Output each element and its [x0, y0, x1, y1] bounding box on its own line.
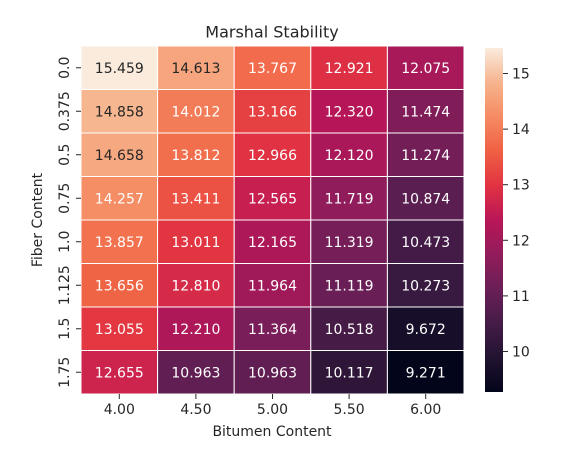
colorbar-tick-label: 10: [512, 344, 530, 360]
y-tick-label: 0.0: [57, 57, 73, 79]
cell-label: 12.075: [401, 61, 450, 77]
cell-label: 11.274: [401, 148, 450, 164]
heatmap-cell: [386, 350, 465, 395]
heatmap-cell: [80, 306, 159, 351]
cell-label: 10.874: [401, 191, 450, 207]
heatmap-cell: [80, 350, 159, 395]
heatmap-cell: [157, 176, 235, 221]
cell-label: 13.812: [171, 148, 220, 164]
heatmap-cell: [157, 350, 235, 395]
cell-label: 11.319: [325, 235, 374, 251]
cell-label: 14.257: [95, 191, 144, 207]
cell-label: 13.055: [95, 322, 144, 338]
heatmap-cell: [310, 132, 388, 177]
cell-label: 11.964: [248, 278, 297, 294]
x-tick-label: 4.00: [104, 402, 135, 418]
y-tick-label: 1.5: [57, 318, 73, 340]
cell-label: 11.364: [248, 322, 297, 338]
cell-label: 13.767: [248, 61, 297, 77]
colorbar: [485, 48, 503, 392]
cell-label: 11.474: [401, 104, 450, 120]
cell-label: 14.658: [95, 148, 144, 164]
cell-label: 12.120: [325, 148, 374, 164]
heatmap-cell: [386, 176, 465, 221]
cell-label: 10.273: [401, 278, 450, 294]
heatmap-cell: [386, 263, 465, 308]
y-tick-label: 1.0: [57, 231, 73, 253]
heatmap-cell: [386, 89, 465, 134]
heatmap-cell: [233, 219, 312, 264]
cell-label: 13.011: [171, 235, 220, 251]
x-tick-label: 5.00: [257, 402, 288, 418]
colorbar-tick-label: 13: [512, 178, 530, 194]
heatmap-cell: [233, 89, 312, 134]
heatmap-cell: [386, 219, 465, 264]
y-tick-label: 0.5: [57, 144, 73, 166]
cell-label: 12.921: [325, 61, 374, 77]
y-tick-label: 0.75: [57, 183, 73, 214]
cell-label: 12.210: [171, 322, 220, 338]
cell-label: 13.411: [171, 191, 220, 207]
heatmap-cell: [80, 219, 159, 264]
colorbar-tick-label: 15: [512, 67, 530, 83]
y-tick-label: 1.75: [57, 357, 73, 388]
cell-label: 12.320: [325, 104, 374, 120]
cell-label: 14.613: [171, 61, 220, 77]
heatmap-cell: [157, 263, 235, 308]
cell-label: 12.565: [248, 191, 297, 207]
cell-label: 12.810: [171, 278, 220, 294]
cell-label: 12.655: [95, 365, 144, 381]
colorbar-tick-label: 14: [512, 122, 530, 138]
y-tick-label: 0.375: [57, 91, 73, 131]
colorbar-tick-label: 12: [512, 233, 530, 249]
cell-label: 12.165: [248, 235, 297, 251]
heatmap-cell: [233, 45, 312, 90]
heatmap-cell: [157, 45, 235, 90]
cell-label: 14.012: [171, 104, 220, 120]
chart-title: Marshal Stability: [205, 23, 338, 42]
cell-label: 15.459: [95, 61, 144, 77]
cell-label: 13.656: [95, 278, 144, 294]
heatmap-cell: [157, 132, 235, 177]
y-tick-label: 1.125: [57, 265, 73, 305]
cell-label: 12.966: [248, 148, 297, 164]
cell-label: 10.963: [248, 365, 297, 381]
x-tick-label: 5.50: [334, 402, 365, 418]
heatmap-cell: [310, 176, 388, 221]
cell-label: 11.719: [325, 191, 374, 207]
x-tick-label: 6.00: [410, 402, 441, 418]
colorbar-tick-label: 11: [512, 289, 530, 305]
x-axis-label: Bitumen Content: [212, 424, 332, 440]
heatmap-cell: [233, 176, 312, 221]
cell-label: 9.271: [406, 365, 446, 381]
heatmap-cell: [310, 350, 388, 395]
heatmap-cell: [310, 263, 388, 308]
cell-label: 10.473: [401, 235, 450, 251]
cell-label: 11.119: [325, 278, 374, 294]
heatmap-cell: [157, 219, 235, 264]
heatmap-cell: [80, 45, 159, 90]
cell-label: 10.518: [325, 322, 374, 338]
cell-label: 13.857: [95, 235, 144, 251]
x-tick-label: 4.50: [180, 402, 211, 418]
cell-label: 10.117: [325, 365, 374, 381]
cell-label: 9.672: [406, 322, 446, 338]
heatmap-cell: [233, 263, 312, 308]
cell-label: 13.166: [248, 104, 297, 120]
y-axis-label: Fiber Content: [30, 172, 46, 267]
cell-label: 10.963: [171, 365, 220, 381]
cell-label: 14.858: [95, 104, 144, 120]
